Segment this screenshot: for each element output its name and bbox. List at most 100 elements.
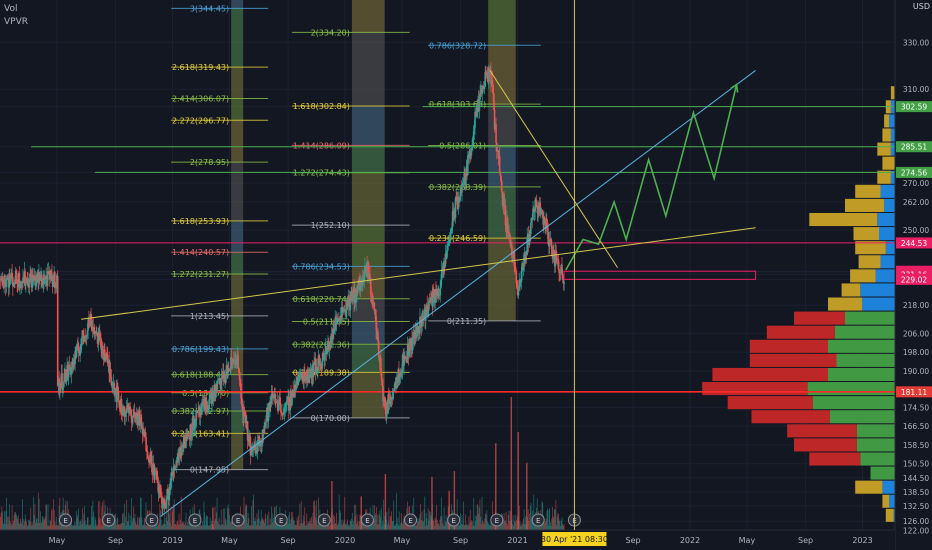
volume-bar [118,525,120,530]
volume-bar [13,520,14,530]
candle-body [190,433,193,437]
volume-bar [507,514,509,530]
volume-bar [447,517,448,530]
candle-body [220,377,223,390]
candle-body [185,434,187,448]
time-axis[interactable]: May Sep 2019 May Sep 2020 May Sep 2021 Sep 2022 May… [0,529,895,550]
volume-bar [320,522,321,530]
candle-body [101,345,104,354]
volume-bar [549,522,551,530]
candle-body [161,496,163,509]
volume-bar [86,517,88,530]
volume-bar [208,525,210,530]
volume-bar [467,525,469,530]
volume-bar [486,510,488,530]
volume-bar [307,524,308,530]
candle-body [327,340,330,350]
legend-vpvr[interactable]: VPVR [4,17,28,27]
volume-bar [520,525,522,530]
fib-level-label: 1.272(274.43) [293,169,350,178]
forecast-zigzag [565,84,738,271]
candle-body [407,343,410,357]
volume-bar [419,514,421,530]
candle-body [464,176,467,186]
volume-bar [445,521,446,530]
volume-bar [529,513,531,530]
volume-bar [460,524,462,530]
volume-bar [464,525,466,530]
candle-body [65,377,68,383]
candle-body [313,361,316,366]
candle-body [541,209,544,215]
volume-bar [90,523,92,530]
volume-bar [492,525,494,530]
volume-bar [298,525,300,530]
volume-bar [93,511,94,530]
candle-body [255,450,258,454]
legend-vol[interactable]: Vol [4,4,18,14]
candle-body [356,287,358,293]
fib-level-label: 0.382(268.39) [429,183,486,192]
candle-body [285,404,287,406]
volume-bar [127,521,129,530]
candle-body [129,406,131,410]
candle-body [145,437,147,452]
volume-bar [70,518,72,530]
candle-body [351,300,354,302]
volume-bar [133,518,135,530]
volume-bar [308,523,310,530]
candle-body [405,358,408,362]
currency-label[interactable]: USD [912,2,930,11]
volume-bar [333,516,335,530]
volume-bar [178,513,180,530]
volume-bar [513,525,515,530]
candle-body [285,400,288,405]
volume-bar [246,505,248,530]
volume-bar [86,524,88,530]
volume-bar [142,525,143,530]
candle-body [272,394,275,399]
candle-body [74,351,76,365]
candle-body [149,452,152,463]
candle-body [324,350,326,361]
volume-bar [552,516,554,530]
earnings-icon [404,513,418,527]
candle-body [435,292,438,296]
candle-body [148,459,150,462]
volume-bar [156,525,158,530]
trendline-down-trend [489,70,618,268]
candle-body [322,353,324,361]
fib-level-label: 0.786(234.53) [293,262,350,271]
candle-body [63,373,66,383]
candle-body [406,361,408,363]
volume-bar [349,525,350,530]
volume-bar [180,496,182,530]
candle-body [456,197,458,201]
volume-profile-bar [875,269,896,283]
volume-bar [102,502,103,530]
volume-bar [450,524,452,530]
volume-bar [171,525,172,530]
candle-body [14,283,16,285]
volume-profile-bar [829,410,896,424]
volume-bar [461,515,463,530]
candle-body [99,333,102,339]
volume-profile-bar [858,255,881,269]
fib-band [231,0,244,9]
price-tick-label: 166.50 [903,422,929,431]
candle-body [377,331,379,342]
fib-level-label: 0.5(286.01) [439,142,486,151]
volume-bar [80,519,82,530]
candle-body [109,368,112,377]
volume-bar [203,501,205,530]
earnings-icon [145,513,159,527]
volume-bar [69,523,71,530]
volume-bar [316,521,318,530]
candle-body [106,354,109,364]
volume-bar [351,512,353,530]
volume-bar [48,525,50,530]
volume-bar [462,501,464,530]
volume-profile-bar [855,480,883,494]
